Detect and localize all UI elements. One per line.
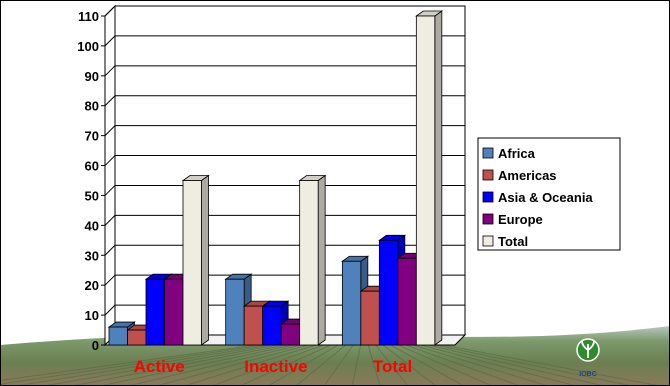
gridline [104, 185, 116, 196]
y-tick-label: 60 [85, 159, 99, 174]
legend-label: Europe [498, 212, 543, 227]
gridline [104, 35, 116, 47]
y-tick-label: 100 [77, 39, 99, 54]
y-tick-label: 110 [78, 9, 99, 24]
legend-label: Asia & Oceania [498, 190, 593, 205]
legend-swatch [482, 213, 494, 225]
y-tick-label: 90 [85, 69, 99, 84]
y-tick-label: 10 [85, 308, 99, 323]
bar [415, 10, 444, 346]
x-axis: Active Inactive Total [134, 357, 413, 376]
bar [181, 174, 210, 346]
category-label: Total [373, 357, 412, 376]
legend-swatch [482, 147, 494, 159]
legend-item: Europe [482, 212, 543, 227]
gridline [104, 274, 116, 286]
bar [261, 300, 290, 346]
y-tick-label: 40 [85, 218, 99, 233]
y-tick-label: 70 [85, 129, 99, 144]
plant-emblem-icon [576, 338, 600, 362]
legend-item: Americas [482, 168, 557, 183]
legend-swatch [482, 169, 494, 181]
y-axis: 0 10 20 30 40 50 60 70 80 90 100 110 [77, 9, 106, 353]
category-label: Inactive [244, 357, 307, 376]
gridline [104, 95, 116, 107]
logo: IOBC [576, 338, 600, 378]
legend-swatch [482, 191, 494, 203]
y-tick-label: 80 [85, 99, 99, 114]
bar [298, 174, 327, 346]
bars [107, 10, 444, 346]
y-tick-label: 20 [85, 278, 99, 293]
y-tick-label: 30 [85, 248, 99, 263]
legend-label: Total [498, 234, 528, 249]
legend: Africa Americas Asia & Oceania Europe Total [477, 137, 621, 251]
gridline [104, 65, 116, 77]
category-label: Active [134, 357, 185, 376]
legend-item: Total [482, 234, 528, 249]
gridline [104, 155, 116, 166]
gridline [104, 215, 116, 226]
y-tick-label: 0 [92, 338, 99, 353]
gridline [104, 125, 116, 136]
legend-label: Americas [498, 168, 557, 183]
gridline [104, 244, 116, 256]
gridline [104, 5, 116, 17]
legend-item: Asia & Oceania [482, 190, 593, 205]
gridline [104, 304, 116, 316]
legend-label: Africa [498, 146, 536, 161]
logo-text: IOBC [579, 371, 597, 378]
y-tick-label: 50 [85, 188, 99, 203]
legend-swatch [482, 235, 494, 247]
legend-box [477, 137, 621, 251]
legend-item: Africa [482, 146, 536, 161]
